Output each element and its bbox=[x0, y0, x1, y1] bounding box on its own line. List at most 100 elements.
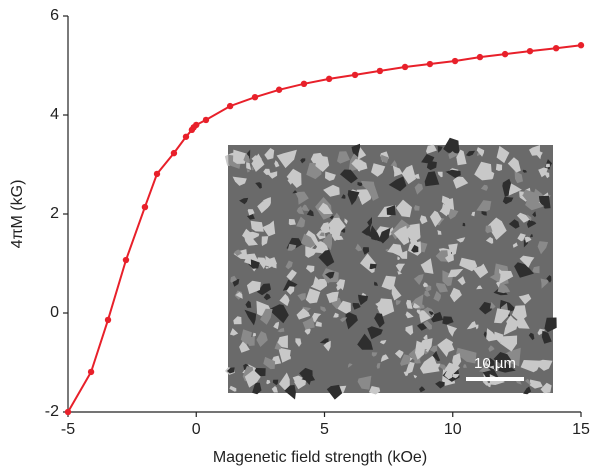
inset-grain bbox=[421, 154, 435, 164]
inset-grain bbox=[367, 184, 379, 201]
inset-grain bbox=[444, 342, 455, 353]
inset-grain bbox=[244, 369, 261, 388]
inset-grain bbox=[286, 286, 295, 295]
inset-grain bbox=[388, 176, 407, 192]
inset-grain bbox=[390, 160, 397, 168]
inset-grain bbox=[486, 328, 498, 342]
inset-grain bbox=[367, 326, 383, 340]
inset-grain bbox=[453, 176, 469, 189]
inset-grain bbox=[326, 384, 343, 400]
inset-grain bbox=[379, 227, 391, 244]
inset-grain bbox=[296, 216, 306, 228]
inset-grain bbox=[496, 145, 510, 164]
inset-grain bbox=[357, 375, 372, 390]
inset-grain bbox=[480, 184, 488, 191]
inset-grain bbox=[229, 328, 239, 336]
inset-grain bbox=[413, 274, 424, 285]
inset-grain bbox=[444, 370, 453, 380]
inset-grain bbox=[357, 333, 373, 350]
inset-grain bbox=[266, 379, 271, 385]
inset-grain bbox=[416, 309, 422, 315]
inset-grain bbox=[246, 169, 250, 173]
inset-grain bbox=[230, 275, 237, 283]
inset-grain bbox=[522, 169, 527, 173]
inset-grain bbox=[394, 349, 404, 359]
inset-grain bbox=[296, 308, 311, 320]
data-point bbox=[104, 316, 112, 324]
inset-grain bbox=[347, 190, 360, 206]
data-point bbox=[552, 44, 560, 52]
inset-grain bbox=[347, 363, 353, 368]
inset-grain bbox=[288, 219, 296, 226]
inset-grain bbox=[393, 225, 410, 246]
inset-grain bbox=[514, 262, 534, 278]
inset-grain bbox=[448, 208, 459, 220]
inset-grain bbox=[431, 311, 444, 323]
inset-grain bbox=[482, 379, 488, 386]
inset-grain bbox=[400, 354, 411, 366]
inset-grain bbox=[227, 367, 235, 374]
inset-grain bbox=[286, 355, 291, 360]
inset-grain bbox=[282, 279, 298, 291]
inset-grain bbox=[465, 150, 476, 157]
data-point bbox=[170, 149, 178, 157]
inset-grain bbox=[419, 386, 426, 393]
inset-grain bbox=[435, 381, 445, 389]
inset-scale-label: 10 µm bbox=[474, 355, 516, 372]
inset-grain bbox=[413, 374, 417, 379]
data-point bbox=[182, 133, 190, 140]
inset-grain bbox=[337, 151, 350, 164]
inset-grain bbox=[355, 243, 363, 252]
inset-grain bbox=[320, 222, 331, 234]
inset-grain bbox=[386, 205, 396, 216]
data-point bbox=[501, 50, 509, 58]
inset-grain bbox=[287, 243, 297, 251]
inset-grain bbox=[318, 249, 335, 267]
inset-grain bbox=[305, 288, 321, 304]
x-tick-label: 15 bbox=[572, 421, 590, 438]
inset-grain bbox=[485, 170, 495, 179]
inset-grain bbox=[502, 196, 514, 205]
inset-grain bbox=[243, 153, 250, 163]
inset-grain bbox=[537, 328, 546, 336]
inset-grain bbox=[367, 217, 372, 228]
inset-grain bbox=[424, 290, 431, 297]
inset-grain bbox=[401, 164, 416, 185]
inset-grain bbox=[306, 265, 315, 273]
inset-grain bbox=[336, 284, 341, 291]
inset-grain bbox=[292, 190, 298, 194]
inset-grain bbox=[375, 301, 381, 307]
inset-grain bbox=[233, 316, 242, 325]
x-tick-label: -5 bbox=[61, 421, 75, 438]
inset-image: 10 µm bbox=[224, 137, 557, 400]
inset-grain bbox=[519, 255, 535, 268]
inset-grain bbox=[285, 260, 293, 270]
inset-grain bbox=[352, 302, 361, 310]
inset-grain bbox=[540, 382, 552, 394]
inset-grain bbox=[387, 243, 405, 259]
inset-grain bbox=[537, 241, 549, 255]
inset-grain bbox=[405, 361, 415, 375]
inset-grain bbox=[517, 233, 526, 242]
inset-grain bbox=[445, 252, 454, 263]
inset-grain bbox=[242, 228, 254, 242]
inset-grain bbox=[433, 290, 442, 302]
inset-grain bbox=[251, 153, 265, 172]
inset-grain bbox=[488, 345, 495, 352]
inset-grain bbox=[276, 149, 297, 169]
inset-grain bbox=[310, 278, 327, 291]
inset-grain bbox=[294, 376, 307, 390]
inset-grain bbox=[415, 340, 426, 360]
inset-grain bbox=[476, 147, 485, 157]
inset-grain bbox=[397, 270, 402, 275]
y-tick-label: -2 bbox=[45, 403, 59, 420]
inset-grain bbox=[296, 205, 305, 215]
inset-grain bbox=[399, 250, 408, 259]
inset-grain bbox=[334, 234, 344, 241]
data-point bbox=[300, 80, 308, 88]
data-point bbox=[193, 121, 200, 129]
inset-grain bbox=[498, 359, 516, 373]
inset-grain bbox=[322, 233, 332, 251]
inset-grain bbox=[442, 316, 454, 325]
